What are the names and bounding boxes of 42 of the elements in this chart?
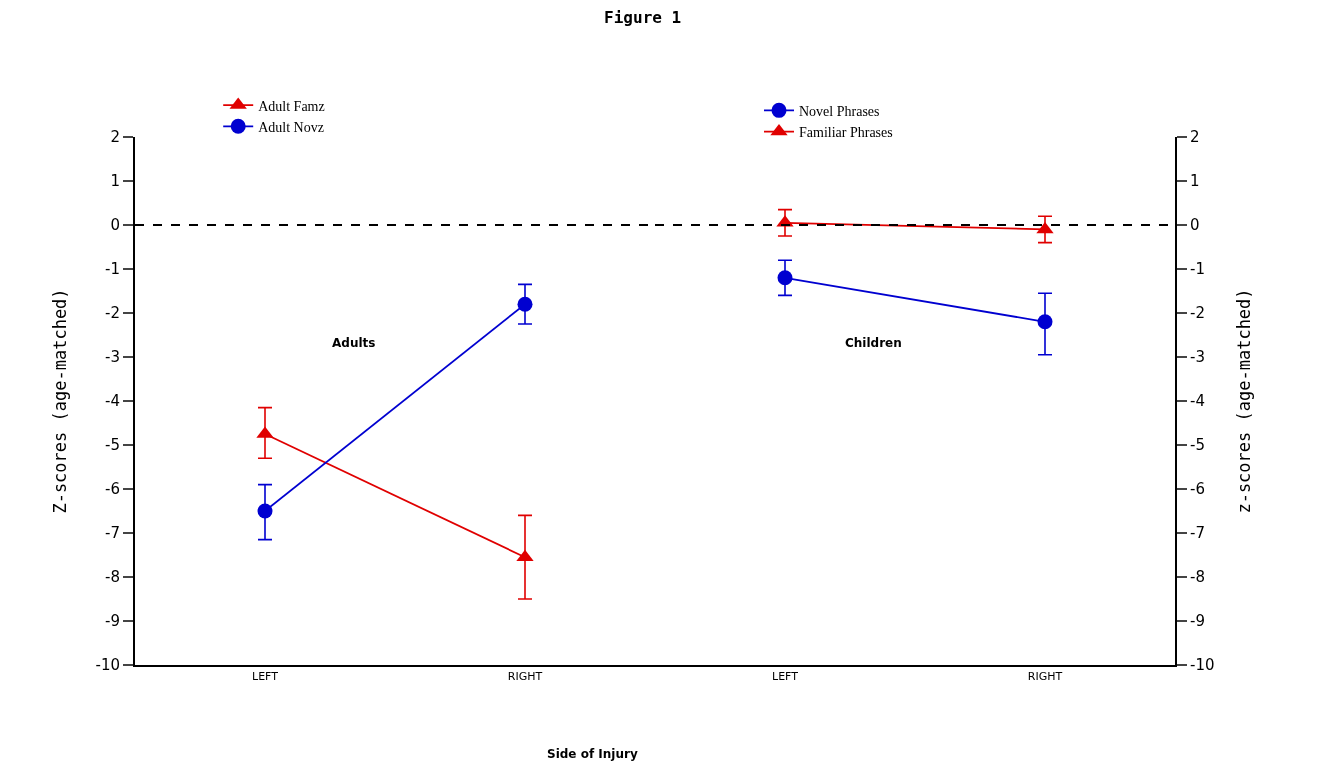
chart-title: Figure 1 xyxy=(604,7,682,27)
y2-tick-label: 0 xyxy=(1190,216,1200,235)
y2-tick-label: -3 xyxy=(1190,348,1205,367)
y2-tick-label: -5 xyxy=(1190,436,1205,455)
y2-tick-label: -9 xyxy=(1190,612,1205,631)
y-tick-label: -8 xyxy=(105,568,120,587)
y2-tick-label: -8 xyxy=(1190,568,1205,587)
point xyxy=(517,296,533,312)
annotation: Adults xyxy=(332,336,376,350)
y-tick-label: -7 xyxy=(105,524,120,543)
legend-label: Adult Novz xyxy=(258,119,324,135)
y2-tick-label: -7 xyxy=(1190,524,1205,543)
y-tick-label: -3 xyxy=(105,348,120,367)
y-tick-label: 0 xyxy=(110,216,120,235)
y-tick-label: -2 xyxy=(105,304,120,323)
y-tick-label: 1 xyxy=(110,172,120,191)
y-tick-label: 2 xyxy=(110,128,120,147)
x-tick-label: RIGHT xyxy=(1027,670,1063,684)
y2-tick-label: -1 xyxy=(1190,260,1205,279)
y-axis-title: Z-scores (age-matched) xyxy=(49,288,70,514)
y-tick-label: -10 xyxy=(95,656,120,675)
y2-axis-title: z-scores (age-matched) xyxy=(1234,288,1255,514)
y2-tick-label: -2 xyxy=(1190,304,1205,323)
y2-tick-label: -6 xyxy=(1190,480,1205,499)
y-tick-label: -1 xyxy=(105,260,120,279)
x-axis-title: Side of Injury xyxy=(547,747,638,761)
legend-label: Adult Famz xyxy=(258,98,325,114)
x-tick-label: LEFT xyxy=(252,670,279,684)
point xyxy=(257,503,273,519)
y-tick-label: -4 xyxy=(105,392,120,411)
legend-label: Novel Phrases xyxy=(799,103,880,119)
y2-tick-label: 1 xyxy=(1190,172,1200,191)
y-tick-label: -5 xyxy=(105,436,120,455)
annotation: Children xyxy=(845,336,902,350)
legend-label: Familiar Phrases xyxy=(799,125,893,141)
x-tick-label: RIGHT xyxy=(507,670,543,684)
y2-tick-label: -10 xyxy=(1190,656,1215,675)
x-tick-label: LEFT xyxy=(772,670,799,684)
y-tick-label: -9 xyxy=(105,612,120,631)
y2-tick-label: 2 xyxy=(1190,128,1200,147)
y2-tick-label: -4 xyxy=(1190,392,1205,411)
y-tick-label: -6 xyxy=(105,480,120,499)
